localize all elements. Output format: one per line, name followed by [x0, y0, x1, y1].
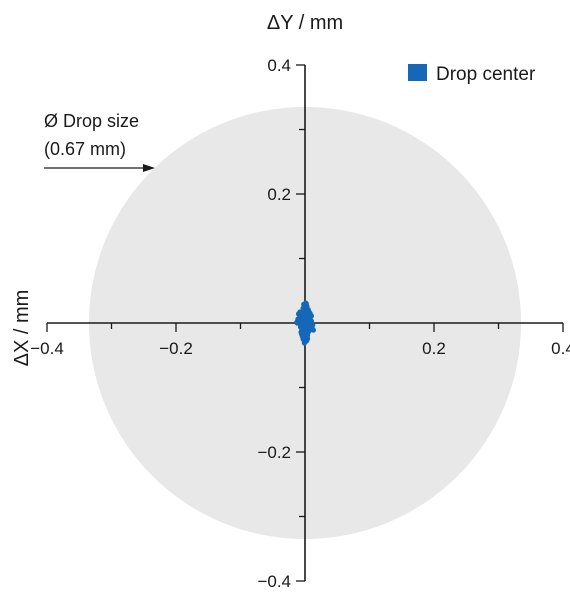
data-point	[303, 312, 309, 318]
y-tick-label: 0.4	[267, 56, 291, 75]
data-point	[304, 332, 310, 338]
legend: Drop center	[408, 64, 536, 85]
y-axis-ticks: 0.4 0.2 −0.2 −0.4	[257, 56, 305, 591]
x-axis-ticks: −0.4 −0.2 0.2 0.4	[30, 323, 570, 358]
data-point	[303, 322, 309, 329]
x-tick-label: −0.4	[30, 339, 64, 358]
drop-size-annotation: Ø Drop size (0.67 mm)	[44, 111, 155, 172]
annotation-arrowhead	[143, 164, 155, 172]
drop-center-points	[294, 300, 316, 346]
y-tick-label: 0.2	[267, 185, 291, 204]
data-point	[294, 319, 300, 325]
data-point	[300, 308, 306, 314]
annotation-line-1: Ø Drop size	[44, 111, 139, 131]
annotation-line-2: (0.67 mm)	[44, 139, 126, 159]
data-point	[297, 316, 304, 322]
data-point	[310, 327, 316, 333]
legend-label: Drop center	[436, 64, 536, 85]
y-tick-label: −0.4	[257, 572, 291, 591]
x-tick-label: −0.2	[159, 339, 193, 358]
x-tick-label: 0.4	[551, 339, 570, 358]
y-axis-title: ΔY / mm	[267, 12, 343, 34]
x-tick-label: 0.2	[422, 339, 446, 358]
data-point	[303, 300, 309, 306]
x-axis-title: ΔX / mm	[11, 290, 33, 367]
y-tick-label: −0.2	[257, 443, 291, 462]
data-point	[301, 326, 307, 333]
data-point	[301, 340, 307, 346]
legend-swatch	[408, 64, 427, 81]
